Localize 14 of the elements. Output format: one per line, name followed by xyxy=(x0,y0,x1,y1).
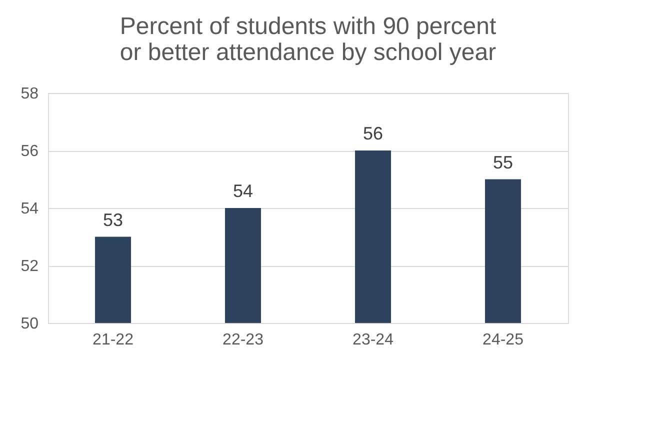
data-label: 54 xyxy=(232,181,254,201)
x-tick-label: 22-23 xyxy=(222,332,264,348)
y-tick-label: 58 xyxy=(20,86,39,102)
x-tick-label: 23-24 xyxy=(352,332,394,348)
x-tick-label: 21-22 xyxy=(92,332,134,348)
data-label: 53 xyxy=(102,210,124,230)
y-tick-label: 50 xyxy=(20,316,39,332)
y-tick-label: 56 xyxy=(20,143,39,160)
y-tick-label: 52 xyxy=(20,258,39,275)
chart-title: Percent of students with 90 percent or better attendance by school year xyxy=(120,13,496,66)
y-tick-label: 54 xyxy=(20,200,39,218)
x-tick-label: 24-25 xyxy=(482,332,524,348)
data-label: 55 xyxy=(492,152,514,172)
data-label: 56 xyxy=(362,124,384,144)
